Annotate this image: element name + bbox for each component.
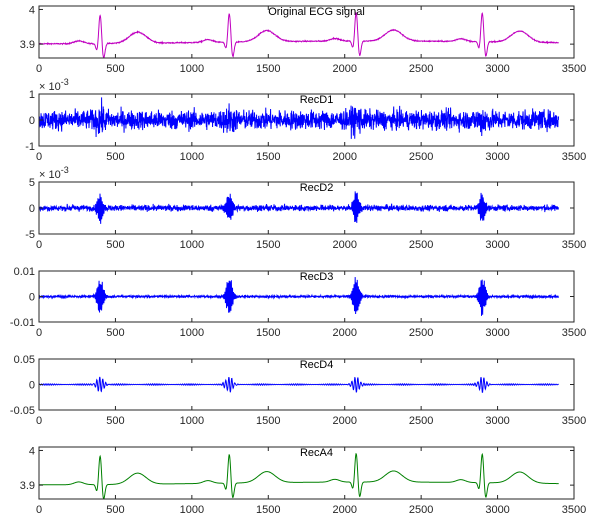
x-tick-label: 3000	[485, 327, 509, 339]
x-tick-label: 2500	[409, 63, 433, 75]
x-tick-label: 1000	[180, 63, 204, 75]
y-tick-label: 0	[29, 115, 35, 127]
x-tick-label: 2500	[409, 504, 433, 516]
x-tick-label: 2000	[332, 504, 356, 516]
y-tick-label: 4	[29, 445, 35, 457]
y-tick-label: 1	[29, 89, 35, 101]
x-tick-label: 2000	[332, 327, 356, 339]
x-tick-label: 500	[106, 504, 124, 516]
x-tick-label: 0	[36, 239, 42, 251]
x-tick-label: 1500	[256, 327, 280, 339]
y-tick-label: 0.05	[14, 354, 35, 366]
x-tick-label: 3000	[485, 504, 509, 516]
x-tick-label: 2500	[409, 415, 433, 427]
subplot-title: Original ECG signal	[268, 6, 365, 18]
exponent-power: -3	[61, 77, 69, 87]
x-tick-label: 2000	[332, 239, 356, 251]
x-tick-label: 3500	[562, 239, 586, 251]
y-tick-label: 0	[29, 292, 35, 304]
x-tick-label: 1000	[180, 151, 204, 163]
x-tick-label: 500	[106, 151, 124, 163]
y-tick-label: 5	[29, 177, 35, 189]
series-line	[39, 277, 560, 316]
axes-box	[38, 5, 575, 59]
x-tick-label: 2000	[332, 63, 356, 75]
x-tick-label: 2500	[409, 151, 433, 163]
x-tick-label: 0	[36, 327, 42, 339]
x-tick-label: 2000	[332, 151, 356, 163]
subplot-title: RecA4	[300, 447, 333, 459]
x-tick-label: 1500	[256, 415, 280, 427]
series-line	[39, 97, 560, 139]
x-tick-label: 0	[36, 415, 42, 427]
y-exponent-label: × 10-3	[39, 77, 69, 93]
subplot-title: RecD2	[300, 182, 334, 194]
axes-box	[38, 446, 575, 500]
x-tick-label: 1000	[180, 327, 204, 339]
x-tick-label: 3000	[485, 239, 509, 251]
x-tick-label: 500	[106, 239, 124, 251]
y-tick-label: -0.01	[10, 317, 35, 329]
x-tick-label: 1500	[256, 239, 280, 251]
x-tick-label: 0	[36, 151, 42, 163]
y-tick-label: -5	[25, 229, 35, 241]
x-tick-label: 0	[36, 63, 42, 75]
x-tick-label: 500	[106, 63, 124, 75]
x-tick-label: 3500	[562, 151, 586, 163]
x-tick-label: 2000	[332, 415, 356, 427]
exponent-power: -3	[61, 165, 69, 175]
y-tick-label: -0.05	[10, 405, 35, 417]
subplot-title: RecD4	[300, 359, 334, 371]
subplot-2: 0 500 1000 1500 2000 2500 3000 3500-101× 10-3Re…	[25, 77, 586, 163]
series-line	[39, 191, 560, 224]
subplot-title: RecD3	[300, 271, 334, 283]
x-tick-label: 1000	[180, 504, 204, 516]
y-tick-label: 3.9	[20, 39, 35, 51]
x-tick-label: 1000	[180, 415, 204, 427]
y-tick-label: 0.01	[14, 266, 35, 278]
subplot-1: 0 500 1000 1500 2000 2500 3000 3500 3.9 4 Original…	[20, 4, 587, 75]
subplot-3: 0 500 1000 1500 2000 2500 3000 3500-505× 10-3Re…	[25, 165, 586, 251]
subplot-title: RecD1	[300, 94, 334, 106]
y-exponent-label: × 10-3	[39, 165, 69, 181]
y-tick-label: 0	[29, 203, 35, 215]
x-tick-label: 3500	[562, 415, 586, 427]
x-tick-label: 1500	[256, 151, 280, 163]
series-line	[39, 452, 559, 499]
y-tick-label: 3.9	[20, 480, 35, 492]
y-tick-label: -1	[25, 141, 35, 153]
x-tick-label: 0	[36, 504, 42, 516]
x-tick-label: 1000	[180, 239, 204, 251]
x-tick-label: 1500	[256, 504, 280, 516]
x-tick-label: 3000	[485, 151, 509, 163]
y-tick-label: 4	[29, 4, 35, 16]
x-tick-label: 3500	[562, 504, 586, 516]
x-tick-label: 3500	[562, 63, 586, 75]
x-tick-label: 3000	[485, 63, 509, 75]
x-tick-label: 1500	[256, 63, 280, 75]
y-tick-label: 0	[29, 380, 35, 392]
subplot-6: 0 500 1000 1500 2000 2500 3000 3500 3.9 4 RecA4	[20, 445, 587, 516]
series-line	[39, 376, 559, 393]
x-tick-label: 3000	[485, 415, 509, 427]
x-tick-label: 3500	[562, 327, 586, 339]
x-tick-label: 500	[106, 415, 124, 427]
x-tick-label: 2500	[409, 239, 433, 251]
x-tick-label: 500	[106, 327, 124, 339]
series-line	[39, 12, 560, 58]
x-tick-label: 2500	[409, 327, 433, 339]
